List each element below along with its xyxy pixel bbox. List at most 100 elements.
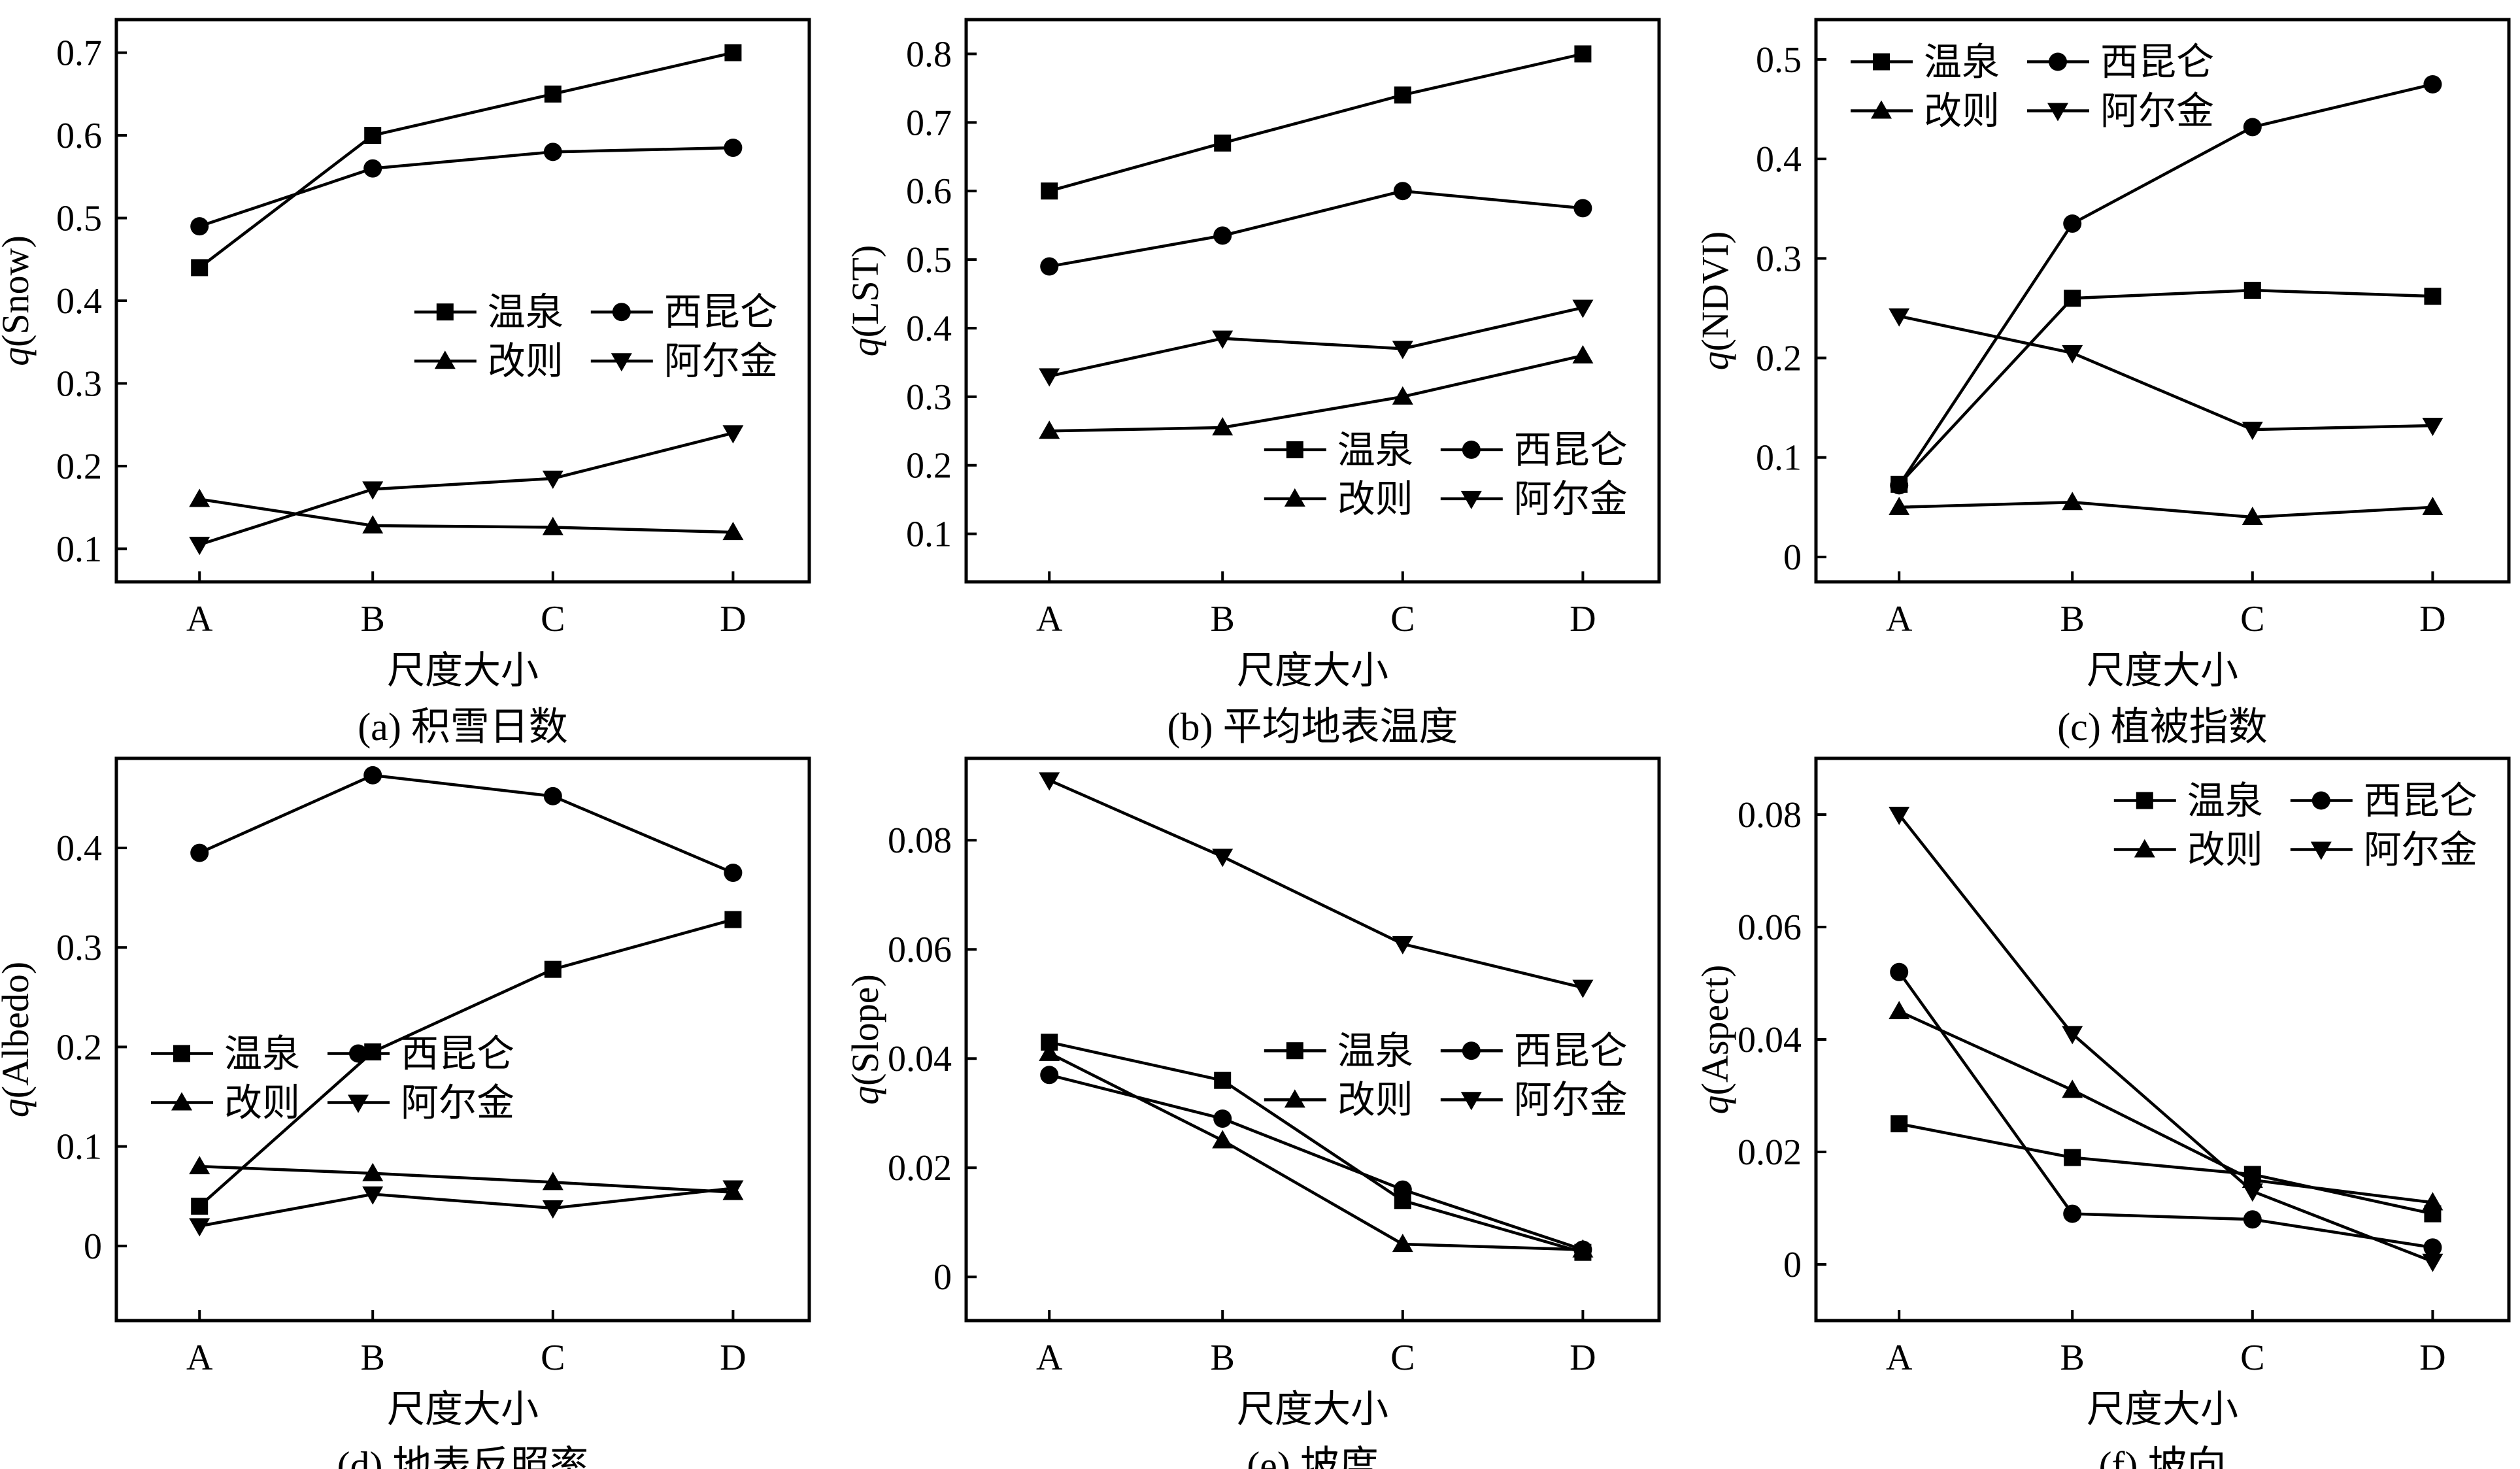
legend-marker — [348, 1094, 369, 1113]
data-point — [2243, 282, 2261, 299]
data-point — [364, 127, 382, 144]
y-tick-label: 0.2 — [906, 446, 952, 486]
series-line — [1898, 82, 2433, 486]
x-tick-label: A — [1886, 1338, 1913, 1378]
x-tick-label: D — [2419, 599, 2445, 639]
y-tick-label: 0.3 — [906, 377, 952, 418]
x-tick-label: D — [720, 1338, 746, 1378]
y-tick-label: 0.08 — [1738, 795, 1802, 836]
legend-label: 阿尔金 — [401, 1082, 514, 1124]
y-tick-label: 0.8 — [906, 34, 952, 75]
data-point — [2063, 214, 2082, 233]
y-tick-label: 0.3 — [1756, 239, 1802, 279]
y-tick-label: 0.4 — [56, 828, 102, 869]
y-tick-label: 0.4 — [1756, 139, 1802, 180]
legend-label: 改则 — [2187, 829, 2263, 871]
data-point — [2062, 1079, 2083, 1098]
y-axis-label: q(Albedo) — [0, 962, 37, 1117]
series-3 — [1889, 807, 2444, 1272]
x-tick-label: D — [1570, 599, 1596, 639]
data-point — [1393, 1180, 1412, 1199]
data-point — [1572, 979, 1594, 998]
series-line — [198, 51, 733, 269]
data-point — [1212, 417, 1234, 436]
data-point — [1572, 1239, 1594, 1258]
data-point — [2422, 1192, 2444, 1211]
x-axis-label: 尺度大小 — [1237, 1388, 1388, 1430]
data-point — [1039, 368, 1060, 387]
legend-label: 阿尔金 — [1514, 1079, 1628, 1121]
data-point — [722, 522, 744, 541]
legend-label: 温泉 — [1924, 41, 2000, 84]
data-point — [2242, 1183, 2263, 1202]
series-line — [1898, 971, 2433, 1249]
legend-label: 温泉 — [488, 291, 563, 333]
data-point — [724, 44, 742, 61]
data-point — [363, 766, 382, 785]
x-axis-label: 尺度大小 — [387, 649, 539, 692]
y-axis-label: q(LST) — [844, 245, 886, 357]
data-point — [724, 139, 743, 158]
y-tick-label: 0.7 — [56, 33, 102, 74]
data-point — [1889, 807, 1910, 825]
data-point — [2243, 118, 2262, 137]
series-1 — [1040, 182, 1592, 276]
y-tick-label: 0 — [933, 1257, 952, 1298]
data-point — [1213, 226, 1232, 245]
y-axis-label: q(NDVI) — [1694, 231, 1736, 371]
x-tick-label: C — [541, 1338, 565, 1378]
data-point — [362, 481, 384, 500]
series-3 — [189, 1180, 744, 1237]
x-axis-label: 尺度大小 — [2087, 649, 2238, 692]
series-2 — [1039, 345, 1594, 439]
series-1 — [1890, 75, 2442, 495]
data-point — [2062, 345, 2083, 363]
data-point — [190, 217, 209, 236]
chart-panel-e: 0 0.02 0.04 0.06 0.08 A B C D 尺度大小 q(Slope) (e) 坡度 温… — [844, 756, 1661, 1469]
data-point — [1039, 1042, 1060, 1061]
x-axis-label: 尺度大小 — [2087, 1388, 2238, 1430]
x-tick-label: B — [1211, 1338, 1235, 1378]
legend-marker — [2049, 52, 2067, 71]
series-line — [1049, 52, 1583, 193]
data-point — [542, 516, 563, 535]
series-2 — [1889, 1001, 2444, 1211]
y-axis-label-paren: (NDVI) — [1694, 231, 1736, 352]
data-point — [2423, 75, 2442, 93]
legend-marker — [349, 1044, 367, 1063]
legend-label: 西昆仑 — [2364, 780, 2478, 822]
data-point — [542, 470, 563, 489]
series-line — [199, 146, 733, 228]
y-axis-label: q(Aspect) — [1694, 965, 1736, 1115]
data-point — [1212, 330, 1234, 349]
data-point — [1214, 134, 1232, 152]
series-0 — [191, 44, 742, 277]
series-line — [199, 1164, 733, 1194]
series-1 — [1890, 962, 2442, 1257]
chart-panel-f: 0 0.02 0.04 0.06 0.08 A B C D 尺度大小 q(Aspect) (f) 坡向… — [1694, 756, 2511, 1469]
data-point — [191, 259, 209, 277]
data-point — [543, 786, 562, 805]
y-tick-label: 0.04 — [888, 1039, 952, 1079]
y-tick-label: 0.06 — [888, 930, 952, 970]
data-point — [1392, 936, 1413, 954]
data-point — [724, 911, 742, 928]
y-tick-label: 0.1 — [1756, 438, 1802, 479]
y-axis-label-var: q — [0, 1098, 37, 1117]
series-2 — [1889, 492, 2444, 526]
data-point — [363, 159, 382, 178]
x-tick-label: A — [186, 599, 213, 639]
legend-marker — [1286, 441, 1303, 458]
data-point — [1890, 962, 1909, 981]
legend-marker — [611, 353, 632, 372]
series-line — [198, 918, 733, 1207]
data-point — [362, 1186, 384, 1205]
legend-label: 西昆仑 — [401, 1033, 514, 1075]
data-point — [362, 515, 384, 533]
data-point — [189, 1156, 210, 1175]
legend-marker — [1873, 53, 1890, 71]
legend-label: 西昆仑 — [2100, 41, 2214, 84]
data-point — [2063, 1204, 2082, 1223]
